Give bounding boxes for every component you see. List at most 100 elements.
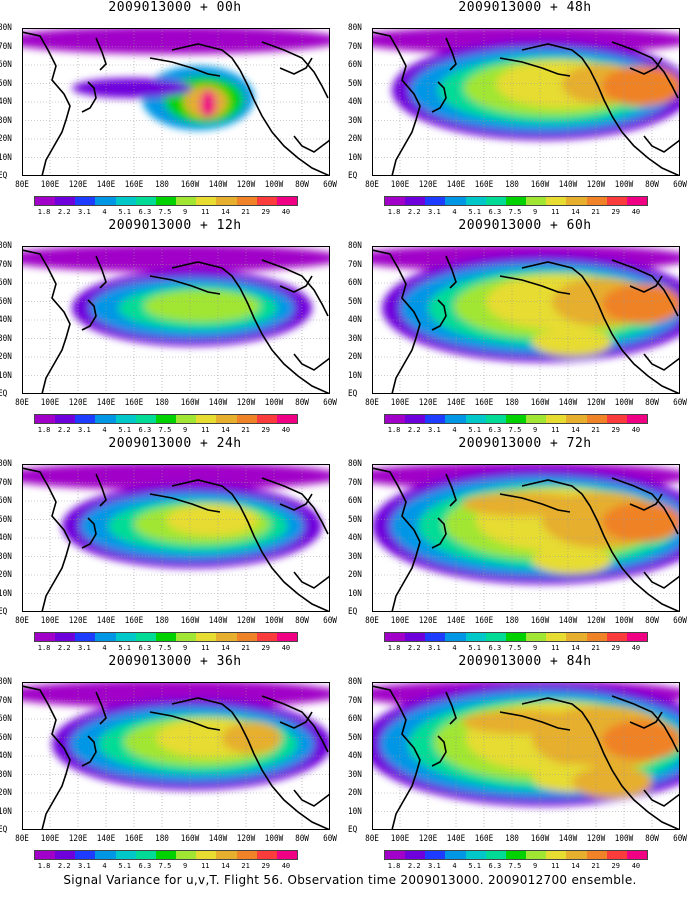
longitude-label: 140E [96, 398, 116, 408]
longitude-label: 100W [614, 616, 634, 626]
coastline [95, 255, 107, 289]
colorbar-label: 14 [571, 862, 580, 870]
variance-contour [602, 720, 680, 760]
colorbar-swatch [485, 851, 506, 859]
variance-contour [572, 766, 652, 798]
colorbar-label: 11 [551, 644, 560, 652]
colorbar-swatch [176, 851, 197, 859]
variance-contour [602, 284, 680, 324]
longitude-label: 100W [614, 180, 634, 190]
longitude-label: 80W [295, 398, 309, 408]
colorbar-label: 7.5 [158, 208, 172, 216]
colorbar-label: 29 [611, 644, 620, 652]
coastline [95, 691, 107, 725]
colorbar-label: 21 [591, 644, 600, 652]
colorbar-label: 6.3 [138, 862, 152, 870]
variance-map: 80N 70N 60N 50N 40N 30N 20N 10N EQ 80E 100E 120E 140… [348, 459, 687, 626]
colorbar-swatch [236, 633, 257, 641]
coastline [445, 37, 457, 71]
coastline [445, 691, 457, 725]
longitude-label: 100E [390, 616, 410, 626]
coastline [171, 43, 241, 71]
latitude-label: 20N [348, 570, 362, 580]
colorbar [384, 632, 648, 642]
panel-title: 2009013000 + 00h [108, 0, 242, 15]
colorbar-swatch [55, 851, 76, 859]
colorbar-label: 14 [221, 426, 230, 434]
map-canvas [22, 682, 330, 830]
colorbar-labels: 1.8 2.2 3.1 4 5.1 6.3 7.5 9 11 14 21 29 40 [384, 208, 646, 217]
colorbar-label: 2.2 [407, 862, 421, 870]
colorbar-label: 9 [533, 208, 538, 216]
colorbar-label: 5.1 [118, 208, 132, 216]
coastline [431, 735, 447, 767]
longitude-label: 160E [124, 616, 144, 626]
colorbar-swatch [75, 633, 96, 641]
colorbar-swatch [586, 197, 607, 205]
colorbar-label: 6.3 [138, 208, 152, 216]
colorbar-label: 21 [241, 208, 250, 216]
longitude-label: 180 [155, 398, 169, 408]
latitude-label: 80N [0, 23, 12, 33]
longitude-label: 100E [390, 398, 410, 408]
colorbar-swatch [465, 197, 486, 205]
colorbar-label: 5.1 [468, 862, 482, 870]
colorbar-label: 7.5 [508, 208, 522, 216]
latitude-label: 40N [348, 751, 362, 761]
longitude-label: 140W [208, 398, 228, 408]
colorbar-swatch [196, 415, 217, 423]
map-canvas [372, 682, 680, 830]
colorbar-label: 11 [201, 426, 210, 434]
colorbar-label: 21 [591, 208, 600, 216]
longitude-label: 180 [155, 180, 169, 190]
latitude-label: 40N [348, 315, 362, 325]
latitude-label: 70N [348, 477, 362, 488]
longitude-label: 100E [40, 180, 60, 190]
variance-map: 80N 70N 60N 50N 40N 30N 20N 10N EQ 80E 100E 120E 140… [0, 677, 337, 844]
colorbar-swatch [95, 633, 116, 641]
colorbar-swatch [626, 197, 648, 205]
coastline [643, 353, 680, 371]
colorbar-label: 4 [102, 426, 107, 434]
longitude-label: 140E [446, 180, 466, 190]
latitude-label: 10N [348, 588, 362, 599]
colorbar-label: 21 [241, 426, 250, 434]
latitude-label: 20N [348, 352, 362, 362]
colorbar-label: 29 [611, 208, 620, 216]
latitude-label: 10N [0, 588, 12, 599]
colorbar-label: 11 [551, 208, 560, 216]
colorbar-label: 29 [261, 644, 270, 652]
panel-title: 2009013000 + 60h [458, 218, 592, 233]
longitude-label: 80W [645, 180, 659, 190]
colorbar-swatch [276, 197, 298, 205]
colorbar-label: 9 [533, 862, 538, 870]
coastline [81, 517, 97, 549]
colorbar-swatch [445, 633, 466, 641]
colorbar-swatch [586, 633, 607, 641]
map-canvas [372, 464, 680, 612]
colorbar-label: 14 [571, 208, 580, 216]
colorbar [384, 850, 648, 860]
colorbar-swatch [155, 415, 177, 423]
longitude-label: 120W [236, 398, 256, 408]
variance-contour [602, 66, 680, 106]
colorbar-swatch [445, 197, 466, 205]
coastline [279, 711, 313, 729]
colorbar-labels: 1.8 2.2 3.1 4 5.1 6.3 7.5 9 11 14 21 29 40 [34, 208, 296, 217]
colorbar-swatch [196, 633, 217, 641]
colorbar-swatch [276, 415, 298, 423]
colorbar-label: 9 [183, 208, 188, 216]
longitude-label: 160W [530, 398, 550, 408]
colorbar-swatch [385, 415, 406, 423]
longitude-label: 60W [323, 834, 337, 844]
longitude-label: 140W [208, 834, 228, 844]
colorbar-swatch [55, 415, 76, 423]
longitude-label: 100W [264, 834, 284, 844]
colorbar-swatch [55, 633, 76, 641]
colorbar [34, 414, 298, 424]
longitude-label: 60W [323, 398, 337, 408]
colorbar-labels: 1.8 2.2 3.1 4 5.1 6.3 7.5 9 11 14 21 29 40 [34, 862, 296, 871]
colorbar-label: 3.1 [428, 208, 441, 216]
colorbar-swatch [566, 633, 587, 641]
latitude-label: 70N [0, 259, 12, 270]
